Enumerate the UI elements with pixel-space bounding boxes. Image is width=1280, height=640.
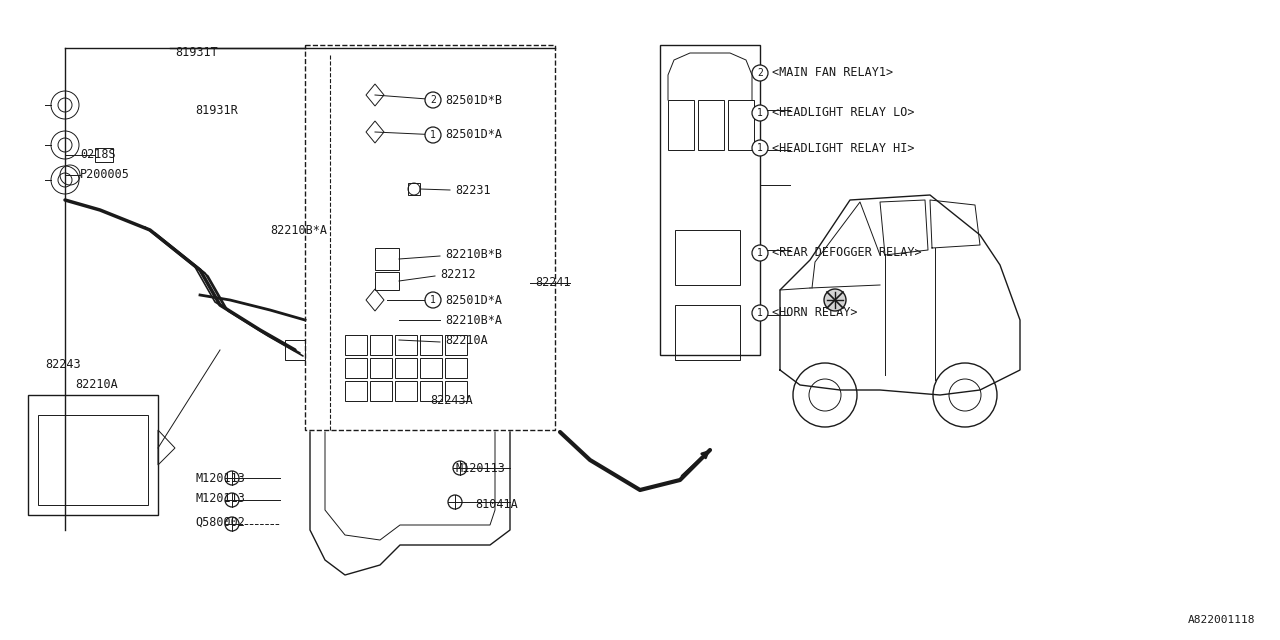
Text: 1: 1 (756, 108, 763, 118)
Text: 82243: 82243 (45, 358, 81, 371)
Text: 82501D*B: 82501D*B (445, 93, 502, 106)
Bar (346, 381, 367, 401)
Bar (668, 100, 694, 150)
Circle shape (753, 245, 768, 261)
Text: 2: 2 (430, 95, 436, 105)
Text: 1: 1 (430, 295, 436, 305)
Bar (420, 335, 442, 355)
Text: 1: 1 (430, 130, 436, 140)
Bar (375, 272, 399, 290)
Text: 82210B*A: 82210B*A (270, 223, 326, 237)
Bar (698, 100, 724, 150)
Text: 82243A: 82243A (430, 394, 472, 406)
Text: Q580002: Q580002 (195, 515, 244, 529)
Bar (420, 358, 442, 378)
Bar (420, 381, 442, 401)
Bar (375, 248, 399, 270)
Text: 81041A: 81041A (475, 499, 517, 511)
Bar (95, 148, 113, 162)
Bar (370, 358, 392, 378)
Circle shape (824, 289, 846, 311)
Bar (660, 45, 760, 355)
Text: 2: 2 (756, 68, 763, 78)
Bar (445, 381, 467, 401)
Bar (445, 335, 467, 355)
Text: 82210A: 82210A (445, 333, 488, 346)
Text: 1: 1 (756, 143, 763, 153)
Circle shape (753, 105, 768, 121)
Text: 82210B*A: 82210B*A (445, 314, 502, 326)
Bar (445, 358, 467, 378)
Text: <HORN RELAY>: <HORN RELAY> (772, 307, 858, 319)
Bar (675, 305, 740, 360)
Text: 0218S: 0218S (79, 148, 115, 161)
Text: M120113: M120113 (454, 461, 504, 474)
Circle shape (753, 140, 768, 156)
Text: 1: 1 (756, 308, 763, 318)
Text: 82212: 82212 (440, 269, 476, 282)
Text: 81931R: 81931R (195, 104, 238, 116)
Text: 82501D*A: 82501D*A (445, 294, 502, 307)
Bar (396, 381, 417, 401)
Text: <HEADLIGHT RELAY HI>: <HEADLIGHT RELAY HI> (772, 141, 914, 154)
Text: A822001118: A822001118 (1188, 615, 1254, 625)
Bar (370, 381, 392, 401)
Bar (370, 335, 392, 355)
Circle shape (425, 127, 442, 143)
Bar (28, 395, 157, 515)
Bar (675, 230, 740, 285)
Text: 82210B*B: 82210B*B (445, 248, 502, 262)
Text: <HEADLIGHT RELAY LO>: <HEADLIGHT RELAY LO> (772, 106, 914, 120)
Circle shape (753, 65, 768, 81)
Text: 82231: 82231 (454, 184, 490, 196)
Bar (305, 45, 556, 430)
Text: <MAIN FAN RELAY1>: <MAIN FAN RELAY1> (772, 67, 893, 79)
Bar (346, 358, 367, 378)
Bar (285, 340, 305, 360)
Text: M120113: M120113 (195, 492, 244, 504)
Text: 82241: 82241 (535, 276, 571, 289)
Bar (408, 183, 420, 195)
Bar (728, 100, 754, 150)
Text: 1: 1 (756, 248, 763, 258)
Bar (346, 335, 367, 355)
Text: <REAR DEFOGGER RELAY>: <REAR DEFOGGER RELAY> (772, 246, 922, 259)
Text: M120113: M120113 (195, 472, 244, 484)
Bar (38, 415, 148, 505)
Bar (396, 335, 417, 355)
Bar (396, 358, 417, 378)
Circle shape (753, 305, 768, 321)
Text: 82501D*A: 82501D*A (445, 129, 502, 141)
Text: P200005: P200005 (79, 168, 129, 182)
Circle shape (425, 292, 442, 308)
Circle shape (425, 92, 442, 108)
Text: 81931T: 81931T (175, 45, 218, 58)
Text: 82210A: 82210A (76, 378, 118, 392)
